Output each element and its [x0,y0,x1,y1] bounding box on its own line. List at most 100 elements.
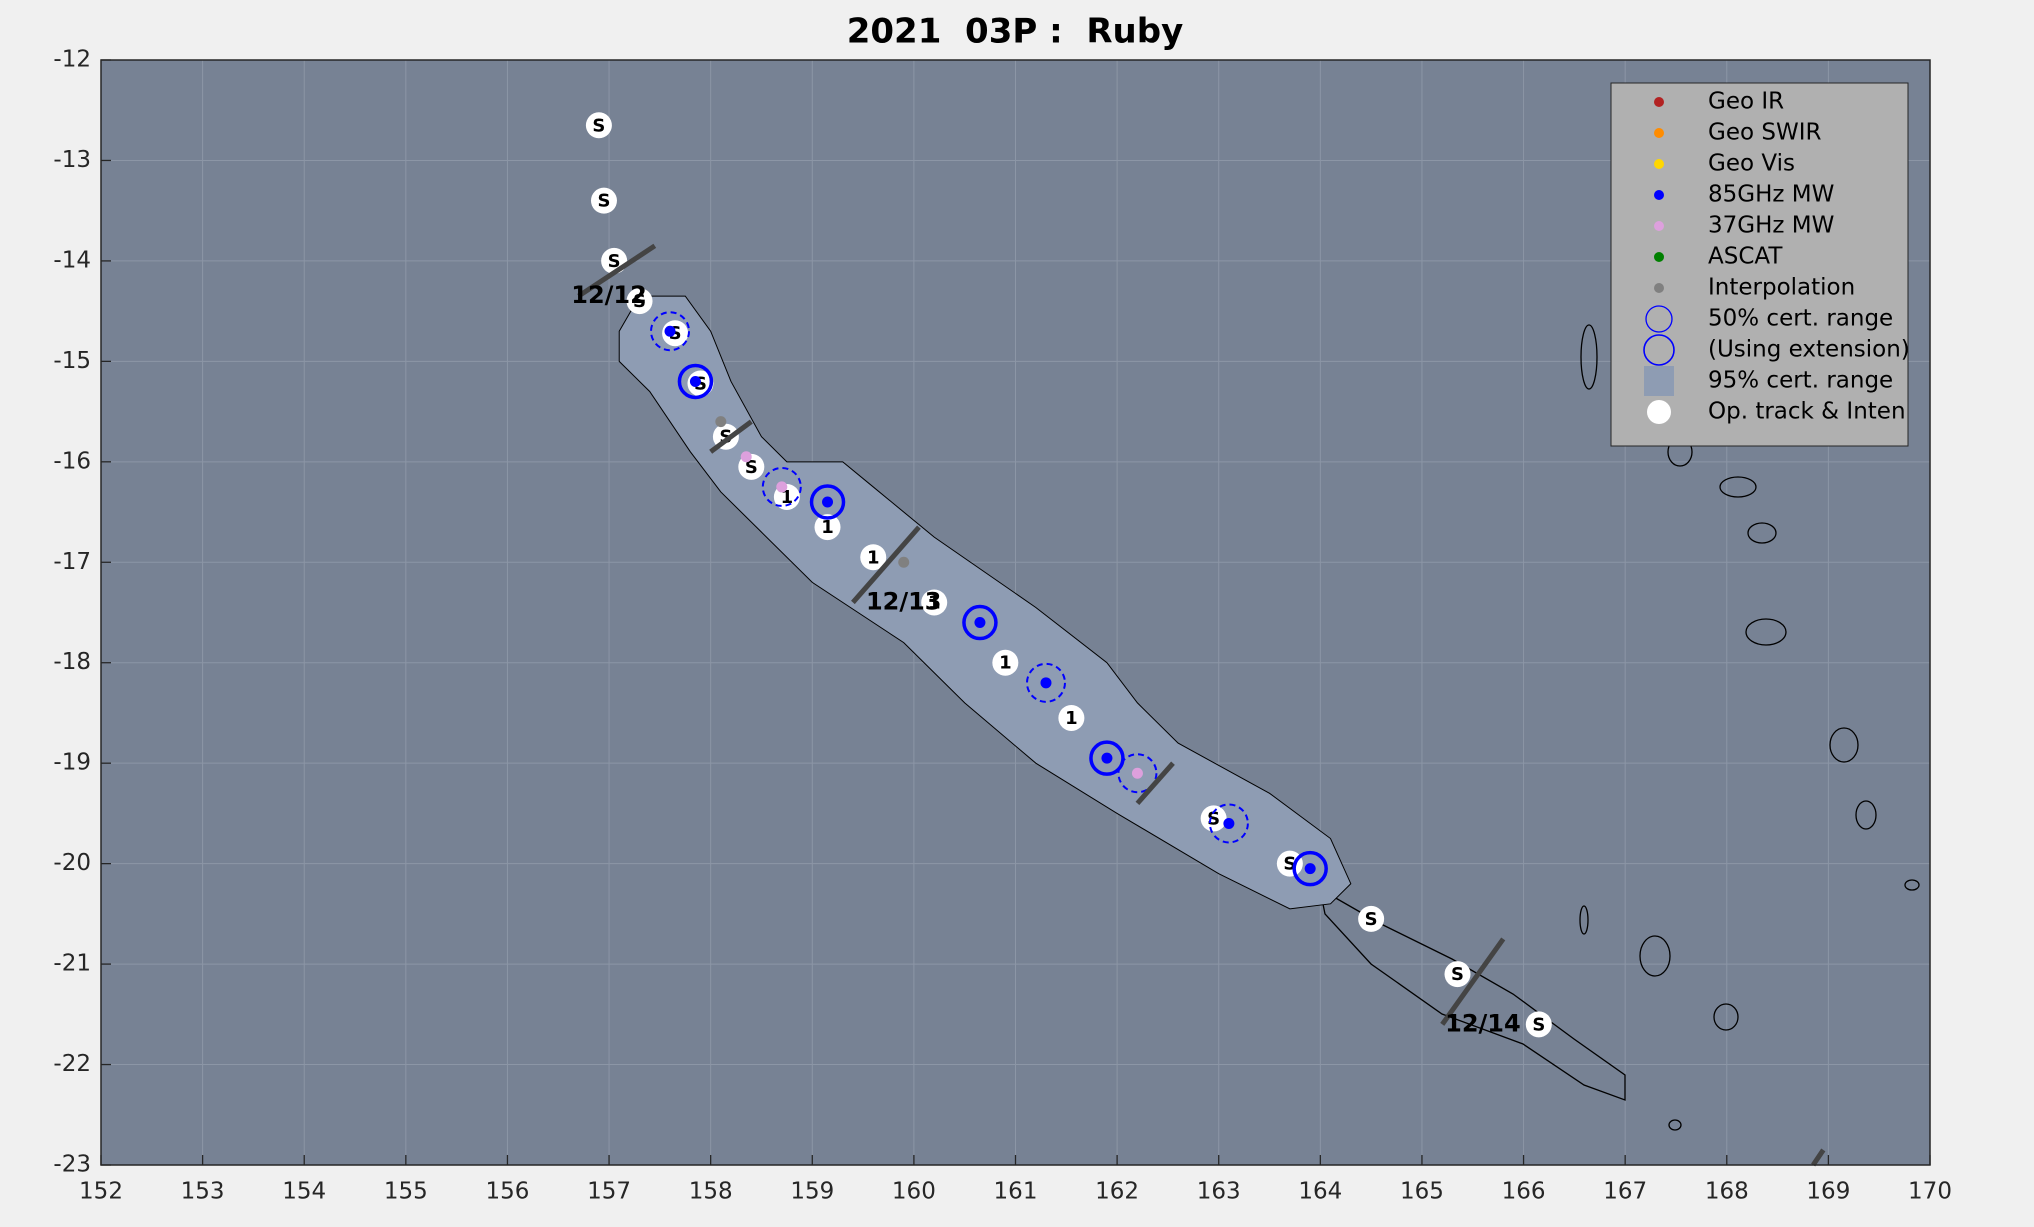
island [1580,324,1598,390]
op-track-point [860,544,887,571]
island [1747,522,1777,544]
y-tick-label: -19 [53,750,91,776]
y-tick-label: -17 [53,549,91,575]
legend-label: Geo Vis [1708,151,1795,177]
cert-ring [677,363,714,400]
op-track-point [1525,1011,1552,1038]
x-tick-label: 155 [384,1179,428,1205]
y-tick-label: -13 [53,147,91,173]
fix-point [974,617,986,629]
fix-point [1223,817,1235,829]
x-tick-label: 158 [689,1179,733,1205]
fix-point [898,556,910,568]
x-tick-label: 157 [587,1179,631,1205]
legend-label: 85GHz MW [1708,182,1834,208]
op-track-point [1200,805,1227,832]
intensity-label: S [1532,1014,1545,1035]
intensity-label: S [608,251,621,272]
intensity-label: S [1365,909,1378,930]
cert-ring [1089,740,1125,776]
op-track-point [585,112,612,139]
intensity-label: 1 [999,653,1012,674]
x-tick-label: 161 [994,1179,1038,1205]
op-track-point [590,187,617,214]
certainty-region [618,295,1352,910]
legend-marker [1654,221,1664,231]
op-track-point [1444,961,1471,988]
fix-point [1040,677,1052,689]
intensity-label: 1 [821,517,834,538]
day-mark [709,419,753,454]
legend-marker [1654,252,1664,262]
day-label: 12/13 [866,587,942,615]
legend-label: ASCAT [1708,244,1783,270]
intensity-label: S [1207,808,1220,829]
legend-label: 95% cert. range [1708,368,1893,394]
fix-point [1101,752,1113,764]
legend-marker [1654,159,1664,169]
day-label: 12/14 [1445,1009,1521,1037]
intensity-label: 1 [867,547,880,568]
cert-ring-extension [1117,753,1158,794]
island [1829,727,1859,763]
y-tick-label: -18 [53,649,91,675]
day-mark [1811,1148,1826,1167]
legend-marker [1654,283,1664,293]
day-label: 12/12 [571,281,647,309]
legend-marker [1643,334,1675,366]
fix-point [740,451,752,463]
op-track-point [814,514,841,541]
legend-marker [1654,97,1664,107]
day-mark [577,243,657,299]
island [1855,800,1877,830]
intensity-label: S [1451,964,1464,985]
cert-ring-extension [1208,803,1249,844]
op-track-point [992,649,1019,676]
x-tick-label: 153 [181,1179,225,1205]
fix-point [1304,863,1316,875]
island [1745,618,1787,646]
y-tick-label: -14 [53,247,91,273]
x-tick-label: 166 [1502,1179,1546,1205]
x-tick-label: 160 [892,1179,936,1205]
intensity-label: 1 [781,487,794,508]
island [1319,887,1626,1101]
island [1719,476,1757,498]
fix-point [664,325,676,337]
fix-point [1131,767,1143,779]
island [1668,1119,1682,1131]
island [1713,1003,1739,1031]
x-tick-label: 152 [79,1179,123,1205]
y-tick-label: -22 [53,1051,91,1077]
op-track-point [1276,850,1303,877]
legend-label: Geo IR [1708,89,1784,115]
op-track-point [626,288,653,315]
intensity-label: 1 [1065,708,1078,729]
chart-title: 2021 03P : Ruby [847,12,1184,52]
islands [1319,324,1920,1131]
legend-label: 50% cert. range [1708,306,1893,332]
cert-ring-extension [1025,662,1066,703]
island [1639,935,1671,977]
intensity-label: S [745,457,758,478]
y-tick-label: -12 [53,47,91,73]
legend-marker [1645,305,1673,333]
cert-ring-extension [650,311,691,352]
x-tick-label: 170 [1908,1179,1952,1205]
x-tick-label: 156 [485,1179,529,1205]
cert-ring [809,484,846,520]
y-tick-label: -16 [53,448,91,474]
cert-ring [962,604,998,641]
cert-ring [1292,850,1328,887]
y-tick-label: -15 [53,348,91,374]
x-tick-label: 154 [282,1179,326,1205]
legend-label: (Using extension) [1708,337,1910,363]
op-track-point [1058,704,1085,731]
intensity-label: S [633,291,646,312]
x-tick-label: 167 [1603,1179,1647,1205]
cert-ring-extension [761,466,802,507]
island [1904,879,1920,891]
y-tick-label: -23 [53,1152,91,1178]
